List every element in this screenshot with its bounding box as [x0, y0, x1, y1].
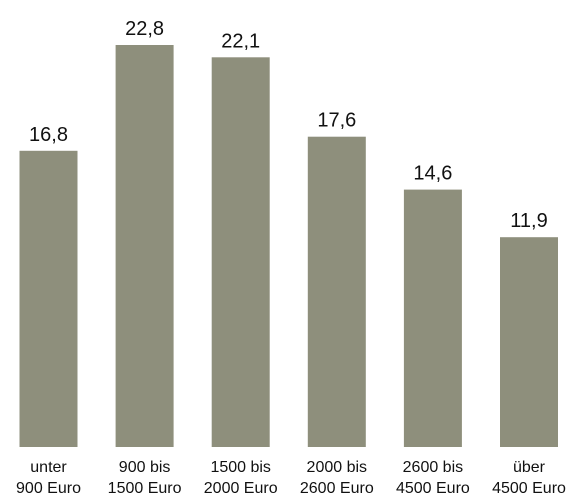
category-label-line: 2000 Euro — [204, 480, 278, 497]
category-label-5: 2600 bis 4500 Euro — [396, 459, 470, 497]
category-label-2: 900 bis 1500 Euro — [108, 459, 182, 497]
bar-1 — [19, 150, 78, 448]
category-label-3: 1500 bis 2000 Euro — [204, 459, 278, 497]
category-label-line: 900 bis — [119, 459, 171, 476]
value-label-3: 22,1 — [221, 30, 260, 52]
category-label-line: 4500 Euro — [396, 480, 470, 497]
category-label-line: 1500 Euro — [108, 480, 182, 497]
category-label-4: 2000 bis 2600 Euro — [300, 459, 374, 497]
category-labels-layer: unter 900 Euro 900 bis 1500 Euro 1500 bis 200… — [16, 459, 566, 497]
bars-layer — [19, 45, 558, 448]
category-label-line: 2600 Euro — [300, 480, 374, 497]
category-label-6: über 4500 Euro — [492, 459, 566, 497]
category-label-1: unter 900 Euro — [16, 459, 81, 497]
value-label-5: 14,6 — [413, 163, 452, 185]
bar-2 — [115, 45, 174, 447]
value-labels-layer: 16,8 22,8 22,1 17,6 14,6 11,9 — [29, 18, 548, 232]
bar-4 — [307, 136, 366, 447]
value-label-1: 16,8 — [29, 124, 68, 146]
value-label-6: 11,9 — [510, 210, 547, 232]
category-label-line: 2000 bis — [307, 459, 368, 476]
category-label-line: 1500 bis — [210, 459, 271, 476]
category-label-line: 900 Euro — [16, 480, 81, 497]
value-label-2: 22,8 — [125, 18, 164, 40]
value-label-4: 17,6 — [317, 110, 356, 132]
category-label-line: unter — [30, 459, 67, 476]
category-label-line: über — [513, 459, 546, 476]
bar-5 — [403, 189, 462, 447]
category-label-line: 2600 bis — [403, 459, 464, 476]
category-label-line: 4500 Euro — [492, 480, 566, 497]
bar-3 — [211, 57, 270, 448]
bar-6 — [500, 237, 558, 447]
